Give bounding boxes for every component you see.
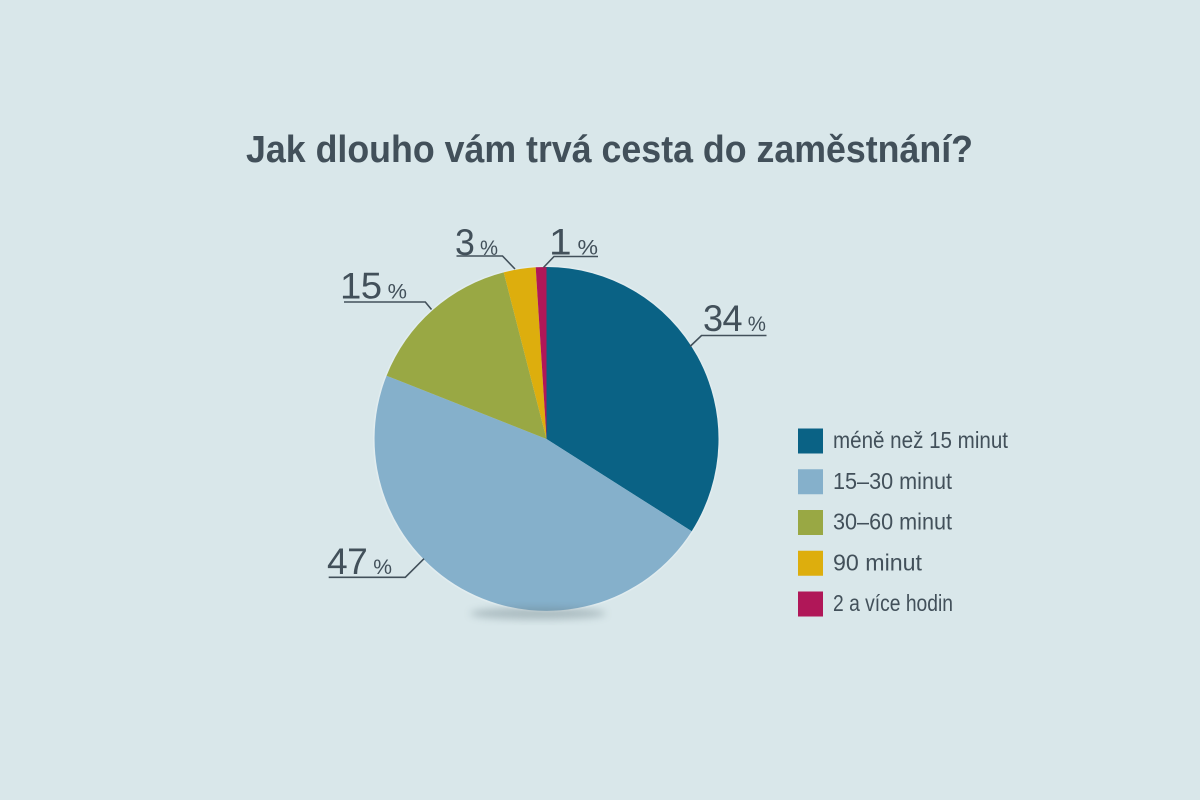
svg-text:2 a více hodin: 2 a více hodin [833,590,953,616]
svg-text:3 %: 3 % [455,222,498,263]
svg-text:15 %: 15 % [340,265,407,306]
svg-text:15–30 minut: 15–30 minut [833,468,953,494]
svg-text:30–60 minut: 30–60 minut [833,509,953,535]
svg-text:Jak dlouho vám trvá cesta do z: Jak dlouho vám trvá cesta do zaměstnání? [246,129,973,171]
svg-text:47 %: 47 % [327,541,392,582]
svg-text:méně než 15 minut: méně než 15 minut [833,427,1009,453]
svg-text:34 %: 34 % [703,298,766,339]
svg-text:1 %: 1 % [549,222,598,263]
svg-text:90 minut: 90 minut [833,549,923,575]
